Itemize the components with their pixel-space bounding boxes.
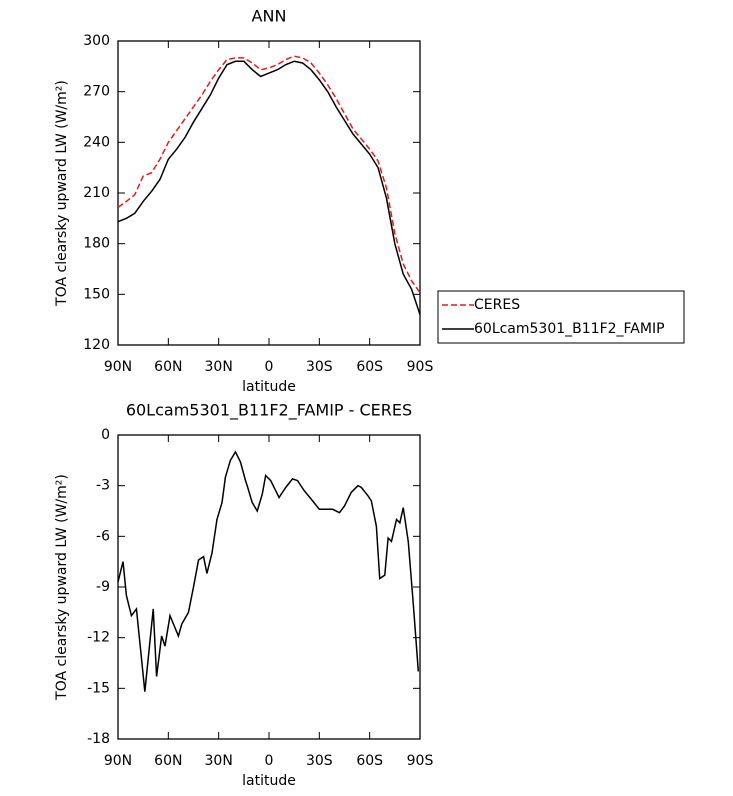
x-tick-label: 0 — [265, 359, 274, 375]
x-tick-label: 30N — [205, 359, 233, 375]
plot-frame — [117, 40, 421, 346]
x-tick-label: 90N — [104, 359, 132, 375]
x-tick-label: 60N — [154, 359, 182, 375]
y-tick-label: -9 — [96, 579, 110, 595]
legend-label: 60Lcam5301_B11F2_FAMIP — [474, 321, 665, 337]
y-tick-label: 180 — [83, 236, 110, 252]
x-tick-label: 60S — [356, 753, 383, 769]
chart-title: 60Lcam5301_B11F2_FAMIP - CERES — [126, 401, 412, 421]
y-tick-label: -12 — [87, 630, 110, 646]
y-tick-label: -18 — [87, 731, 110, 747]
y-tick-label: 150 — [83, 286, 110, 302]
legend-label: CERES — [474, 297, 520, 313]
legend-box — [437, 290, 685, 344]
x-tick-label: 30N — [205, 753, 233, 769]
x-tick-label: 60S — [356, 359, 383, 375]
y-tick-label: 210 — [83, 185, 110, 201]
y-tick-label: 270 — [83, 84, 110, 100]
y-axis-label: TOA clearsky upward LW (W/m²) — [54, 80, 70, 307]
x-tick-label: 90S — [407, 753, 434, 769]
x-tick-label: 0 — [265, 753, 274, 769]
data-line — [117, 55, 421, 294]
data-line — [117, 450, 420, 692]
y-tick-label: -3 — [96, 478, 110, 494]
x-tick-label: 30S — [306, 753, 333, 769]
x-axis-label: latitude — [242, 773, 296, 789]
plot-frame — [117, 434, 421, 740]
x-tick-label: 90N — [104, 753, 132, 769]
y-axis-label: TOA clearsky upward LW (W/m²) — [54, 474, 70, 701]
y-tick-label: 240 — [83, 134, 110, 150]
x-tick-label: 60N — [154, 753, 182, 769]
y-tick-label: 0 — [101, 427, 110, 443]
x-tick-label: 30S — [306, 359, 333, 375]
y-tick-label: 120 — [83, 337, 110, 353]
chart-title: ANN — [252, 7, 287, 26]
data-line — [117, 60, 421, 315]
y-tick-label: -15 — [87, 680, 110, 696]
y-tick-label: 300 — [83, 33, 110, 49]
x-tick-label: 90S — [407, 359, 434, 375]
y-tick-label: -6 — [96, 528, 110, 544]
x-axis-label: latitude — [242, 379, 296, 395]
